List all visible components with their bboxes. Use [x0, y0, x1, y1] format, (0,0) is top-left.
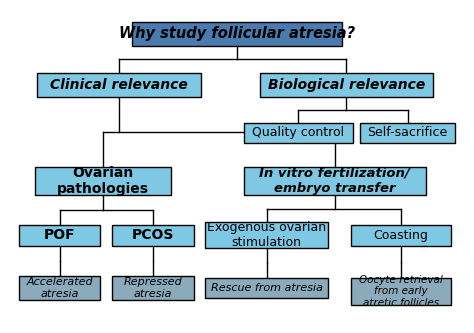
- FancyBboxPatch shape: [351, 278, 451, 305]
- Text: Repressed
atresia: Repressed atresia: [123, 277, 182, 299]
- FancyBboxPatch shape: [260, 73, 433, 97]
- Text: Quality control: Quality control: [252, 127, 345, 140]
- Text: Self-sacrifice: Self-sacrifice: [367, 127, 448, 140]
- Text: In vitro fertilization/
embryo transfer: In vitro fertilization/ embryo transfer: [259, 167, 410, 195]
- FancyBboxPatch shape: [244, 123, 353, 143]
- FancyBboxPatch shape: [18, 276, 100, 300]
- Text: Why study follicular atresia?: Why study follicular atresia?: [119, 26, 355, 41]
- Text: Oocyte retrieval
from early
atretic follicles: Oocyte retrieval from early atretic foll…: [359, 275, 443, 308]
- FancyBboxPatch shape: [37, 73, 201, 97]
- Text: Accelerated
atresia: Accelerated atresia: [26, 277, 93, 299]
- Text: Exogenous ovarian
stimulation: Exogenous ovarian stimulation: [207, 221, 326, 249]
- FancyBboxPatch shape: [132, 22, 342, 46]
- FancyBboxPatch shape: [351, 225, 451, 246]
- FancyBboxPatch shape: [112, 276, 194, 300]
- Text: Rescue from atresia: Rescue from atresia: [210, 283, 323, 293]
- FancyBboxPatch shape: [205, 278, 328, 298]
- FancyBboxPatch shape: [360, 123, 456, 143]
- Text: Clinical relevance: Clinical relevance: [50, 78, 188, 92]
- FancyBboxPatch shape: [244, 166, 426, 195]
- Text: Ovarian
pathologies: Ovarian pathologies: [57, 166, 149, 196]
- FancyBboxPatch shape: [35, 166, 171, 195]
- FancyBboxPatch shape: [18, 225, 100, 246]
- Text: POF: POF: [44, 228, 75, 242]
- Text: PCOS: PCOS: [132, 228, 174, 242]
- Text: Biological relevance: Biological relevance: [268, 78, 425, 92]
- Text: Coasting: Coasting: [374, 229, 428, 242]
- FancyBboxPatch shape: [112, 225, 194, 246]
- FancyBboxPatch shape: [205, 222, 328, 248]
